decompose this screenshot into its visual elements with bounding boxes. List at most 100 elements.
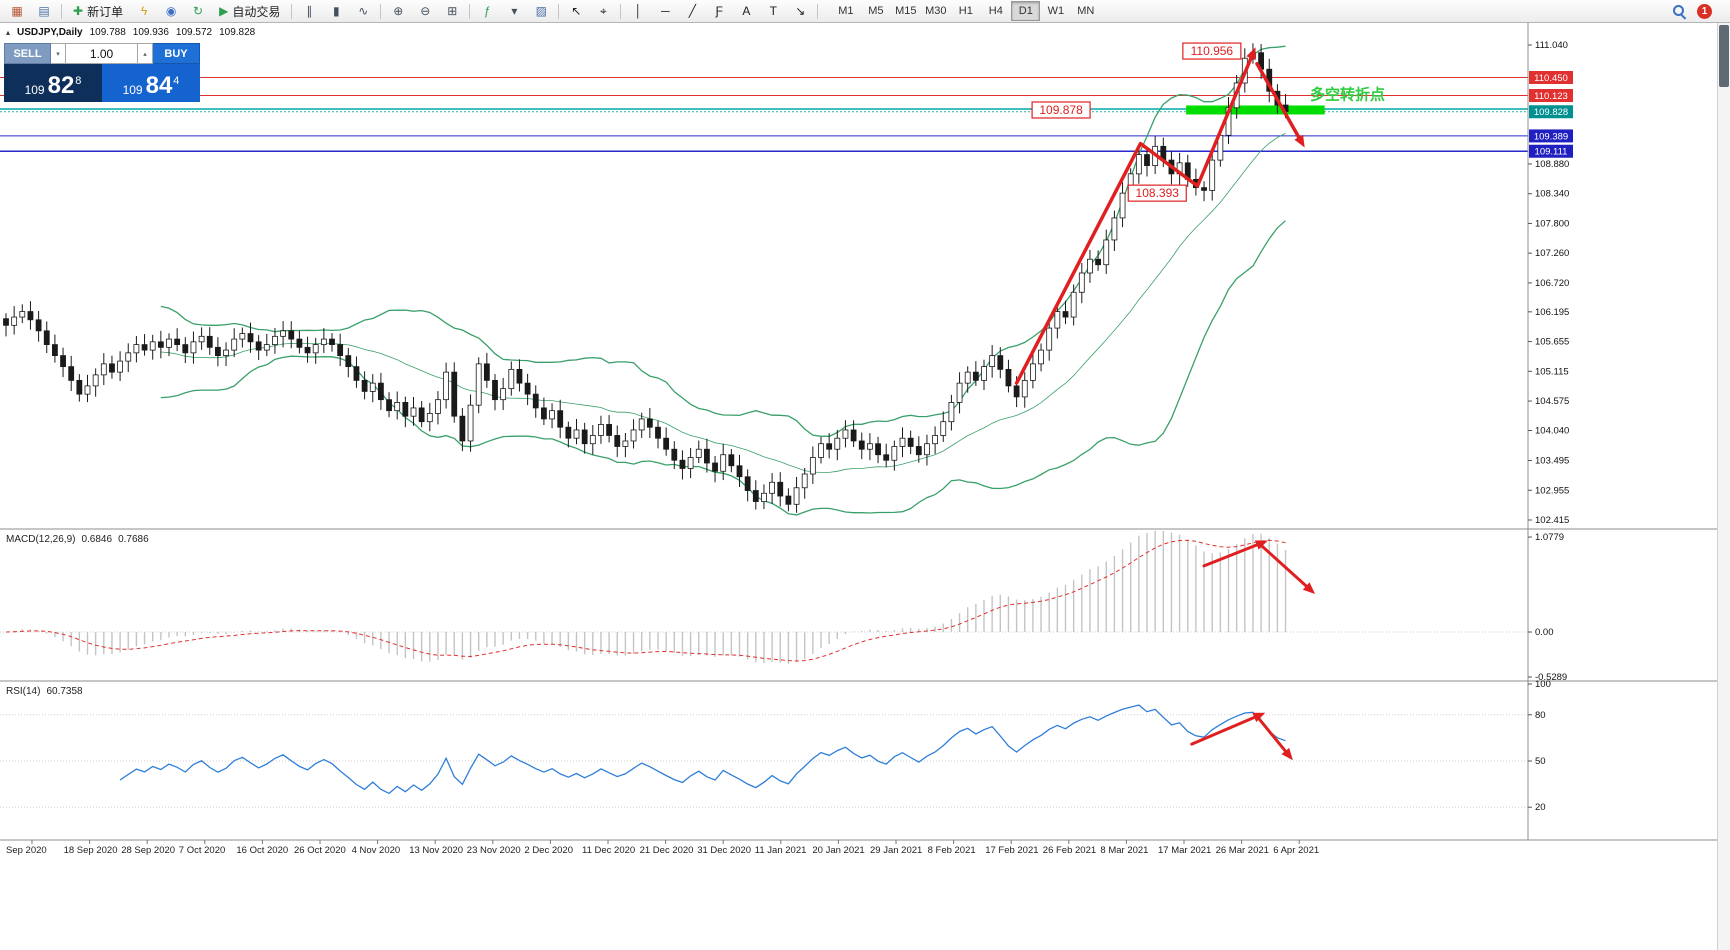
zoom-in-icon[interactable]: ⊕: [385, 1, 411, 22]
chart-header: ▴ USDJPY,Daily 109.788 109.936 109.572 1…: [6, 27, 255, 38]
line-chart-type-icon[interactable]: ∿: [350, 1, 376, 22]
indicators-icon[interactable]: ƒ: [474, 1, 500, 22]
market-watch-icon[interactable]: ◉: [158, 1, 184, 22]
templates-icon[interactable]: ▨: [528, 1, 554, 22]
price-badge-110450: 110.450: [1534, 73, 1568, 84]
bar-chart-type-glyph-icon: ∥: [306, 4, 313, 18]
fibonacci-icon[interactable]: Ƒ: [706, 1, 732, 22]
auto-trading-glyph-icon: ▶: [219, 4, 229, 18]
timeframe-m30[interactable]: M30: [925, 5, 947, 17]
collapse-caret-icon[interactable]: ▴: [6, 28, 11, 37]
rsi-pane[interactable]: [0, 682, 1528, 839]
timeframe-m5[interactable]: M5: [868, 5, 884, 17]
cursor-icon[interactable]: ↖: [563, 1, 589, 22]
toolbar-separator: [469, 3, 471, 19]
ask-pips: 4: [173, 75, 180, 87]
refresh-icon[interactable]: ↻: [185, 1, 211, 22]
vertical-line-icon[interactable]: │: [625, 1, 651, 22]
horizontal-line-icon[interactable]: ─: [652, 1, 678, 22]
peak-price-label: 110.956: [1191, 44, 1234, 58]
timeframe-toolbar: M1 M5 M15 M30 H1 H4 D1 W1 MN: [831, 1, 1100, 21]
ohlc-high: 109.936: [132, 27, 169, 38]
bar-chart-type-icon[interactable]: ∥: [296, 1, 322, 22]
tile-windows-glyph-icon: ⊞: [447, 4, 458, 18]
chart-profiles-icon[interactable]: ▤: [31, 1, 57, 22]
zoom-out-icon[interactable]: ⊖: [412, 1, 438, 22]
new-chart-icon[interactable]: ▦: [4, 1, 30, 22]
trendline-icon[interactable]: ╱: [679, 1, 705, 22]
expert-advisors-icon[interactable]: ϟ: [131, 1, 157, 22]
timeframe-w1[interactable]: W1: [1047, 5, 1065, 17]
cursor-glyph-icon: ↖: [571, 4, 582, 18]
price-axis-tick: 107.260: [1535, 248, 1569, 259]
price-axis-tick: 105.115: [1535, 366, 1569, 377]
line-chart-type-glyph-icon: ∿: [358, 4, 369, 18]
search-icon[interactable]: [1672, 4, 1687, 19]
macd-signal-line: [5, 539, 1286, 662]
pivot-zone-highlight: [1186, 105, 1325, 115]
time-axis-label: 26 Feb 2021: [1043, 845, 1096, 856]
time-axis-region[interactable]: [0, 841, 1528, 859]
price-axis-region[interactable]: [1528, 23, 1717, 840]
notification-badge[interactable]: 1: [1697, 3, 1712, 19]
auto-trading-button[interactable]: ▶ 自动交易: [212, 1, 287, 22]
scrollbar-thumb[interactable]: [1719, 25, 1729, 87]
rsi-value: 60.7358: [46, 686, 83, 697]
arrows-tool-glyph-icon: ↘: [795, 4, 806, 18]
timeframe-h1[interactable]: H1: [958, 5, 973, 17]
time-axis-label: 16 Oct 2020: [236, 845, 288, 856]
price-pane[interactable]: [0, 23, 1528, 528]
bid-price-box[interactable]: 109 82 8: [4, 64, 102, 102]
toolbar-separator: [620, 3, 622, 19]
time-axis-label: 20 Jan 2021: [812, 845, 864, 856]
price-axis-tick: 108.880: [1535, 159, 1569, 170]
time-axis-label: 31 Dec 2020: [697, 845, 751, 856]
arrows-tool-icon[interactable]: ↘: [787, 1, 813, 22]
horizontal-line-glyph-icon: ─: [661, 4, 670, 18]
trend-arrow: [1190, 712, 1266, 746]
rsi-name: RSI(14): [6, 686, 41, 697]
indicators-dropdown-icon[interactable]: ▾: [501, 1, 527, 22]
vertical-line-glyph-icon: │: [634, 4, 643, 18]
rsi-line: [119, 704, 1286, 795]
new-order-button[interactable]: ✚ 新订单: [66, 1, 130, 22]
time-axis-label: 13 Nov 2020: [409, 845, 463, 856]
timeframe-m15[interactable]: M15: [895, 5, 917, 17]
time-axis-label: 11 Jan 2021: [755, 845, 807, 856]
one-click-trading-panel: SELL ▾ 1.00 ▴ BUY 109 82 8 109 84 4: [4, 43, 200, 102]
peak-price-label-box: [1182, 42, 1242, 60]
ask-price-box[interactable]: 109 84 4: [102, 64, 200, 102]
candlestick-chart-type-icon[interactable]: ▮: [323, 1, 349, 22]
ohlc-open: 109.788: [89, 27, 126, 38]
zoom-out-glyph-icon: ⊖: [420, 4, 431, 18]
timeframe-m1[interactable]: M1: [838, 5, 854, 17]
time-axis-label: 28 Sep 2020: [121, 845, 175, 856]
toolbar-right: 1: [1672, 3, 1726, 19]
volume-increase-button[interactable]: ▴: [138, 43, 153, 64]
trend-arrow: [1255, 714, 1293, 761]
turning-point-note: 多空转折点: [1310, 86, 1385, 104]
rsi-axis-tick: 20: [1535, 802, 1546, 813]
timeframe-mn[interactable]: MN: [1077, 5, 1095, 17]
time-axis-label: 21 Dec 2020: [640, 845, 694, 856]
text-tool-icon[interactable]: A: [733, 1, 759, 22]
sell-button[interactable]: SELL: [4, 43, 51, 64]
price-axis-tick: 104.575: [1535, 396, 1569, 407]
timeframe-d1[interactable]: D1: [1011, 1, 1041, 21]
bid-pips: 8: [75, 75, 82, 87]
vertical-scrollbar[interactable]: [1717, 23, 1730, 950]
volume-decrease-button[interactable]: ▾: [51, 43, 66, 64]
tile-windows-icon[interactable]: ⊞: [439, 1, 465, 22]
label-tool-icon[interactable]: T: [760, 1, 786, 22]
time-axis-label: 17 Mar 2021: [1158, 845, 1211, 856]
crosshair-icon[interactable]: ⌖: [590, 1, 616, 22]
time-axis-label: 7 Oct 2020: [179, 845, 225, 856]
volume-input[interactable]: 1.00: [66, 43, 138, 64]
timeframe-h4[interactable]: H4: [988, 5, 1003, 17]
toolbar: ▦ ▤ ✚ 新订单 ϟ ◉ ↻ ▶ 自动交易 ∥ ▮ ∿ ⊕ ⊖ ⊞ ƒ ▾ ▨ ↖ ⌖ │ ─ ╱ Ƒ A T ↘ M1 M5 M15…: [0, 0, 1730, 23]
bid-main: 82: [47, 72, 75, 99]
crosshair-glyph-icon: ⌖: [599, 3, 607, 18]
buy-button[interactable]: BUY: [153, 43, 200, 64]
